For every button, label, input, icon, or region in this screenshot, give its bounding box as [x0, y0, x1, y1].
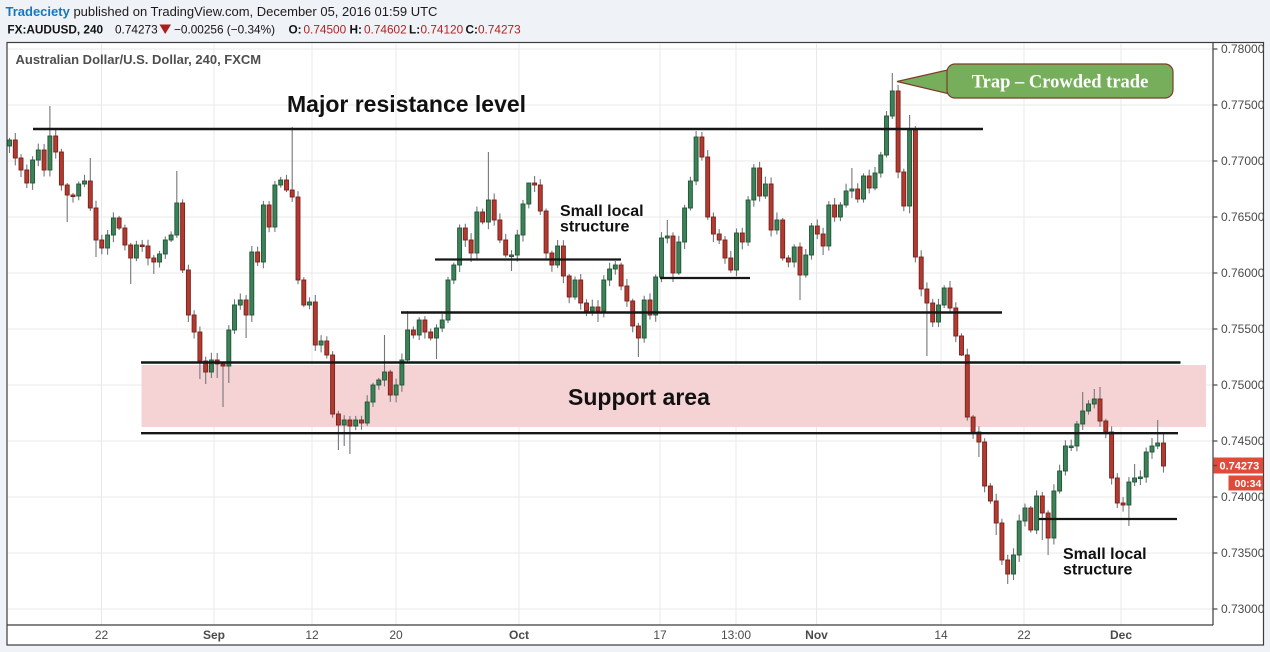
svg-text:H:: H:	[350, 23, 362, 37]
svg-text:0.78000: 0.78000	[1221, 42, 1265, 56]
svg-text:17: 17	[653, 628, 667, 642]
svg-text:0.75000: 0.75000	[1221, 378, 1265, 392]
svg-text:Australian Dollar/U.S. Dollar,: Australian Dollar/U.S. Dollar, 240, FXCM	[16, 52, 262, 67]
svg-text:structure: structure	[560, 219, 629, 236]
svg-text:0.76500: 0.76500	[1221, 210, 1265, 224]
svg-text:0.73500: 0.73500	[1221, 546, 1265, 560]
svg-text:0.74000: 0.74000	[1221, 490, 1265, 504]
svg-text:Nov: Nov	[805, 628, 828, 642]
svg-text:0.74273: 0.74273	[1220, 461, 1260, 473]
svg-text:Dec: Dec	[1110, 628, 1132, 642]
svg-text:0.75500: 0.75500	[1221, 322, 1265, 336]
svg-text:0.73000: 0.73000	[1221, 602, 1265, 616]
svg-text:structure: structure	[1063, 562, 1132, 579]
svg-text:0.74500: 0.74500	[1221, 434, 1265, 448]
svg-text:FX:AUDUSD, 240: FX:AUDUSD, 240	[7, 23, 103, 37]
svg-text:C:: C:	[466, 23, 478, 37]
svg-text:Oct: Oct	[509, 628, 529, 642]
svg-text:00:34: 00:34	[1235, 478, 1262, 490]
svg-text:Support area: Support area	[568, 384, 710, 410]
svg-text:Major resistance level: Major resistance level	[287, 91, 526, 117]
svg-text:0.74602: 0.74602	[364, 23, 407, 37]
svg-text:Trap – Crowded trade: Trap – Crowded trade	[972, 73, 1149, 93]
svg-text:Small local: Small local	[560, 203, 644, 220]
svg-text:22: 22	[1017, 628, 1031, 642]
svg-text:−0.00256 (−0.34%): −0.00256 (−0.34%)	[174, 23, 275, 37]
svg-text:Tradeciety published on Tradin: Tradeciety published on TradingView.com,…	[6, 4, 438, 19]
svg-text:0.74500: 0.74500	[304, 23, 347, 37]
svg-text:12: 12	[305, 628, 319, 642]
svg-text:0.77500: 0.77500	[1221, 98, 1265, 112]
svg-text:20: 20	[389, 628, 403, 642]
svg-text:0.76000: 0.76000	[1221, 266, 1265, 280]
svg-text:22: 22	[95, 628, 109, 642]
svg-text:0.74120: 0.74120	[421, 23, 464, 37]
svg-text:13:00: 13:00	[721, 628, 751, 642]
svg-text:0.77000: 0.77000	[1221, 154, 1265, 168]
svg-text:O:: O:	[289, 23, 302, 37]
svg-text:Sep: Sep	[203, 628, 225, 642]
svg-text:0.74273: 0.74273	[478, 23, 521, 37]
svg-text:14: 14	[934, 628, 948, 642]
svg-text:L:: L:	[409, 23, 420, 37]
svg-text:0.74273: 0.74273	[115, 23, 158, 37]
svg-text:Small local: Small local	[1063, 546, 1147, 563]
